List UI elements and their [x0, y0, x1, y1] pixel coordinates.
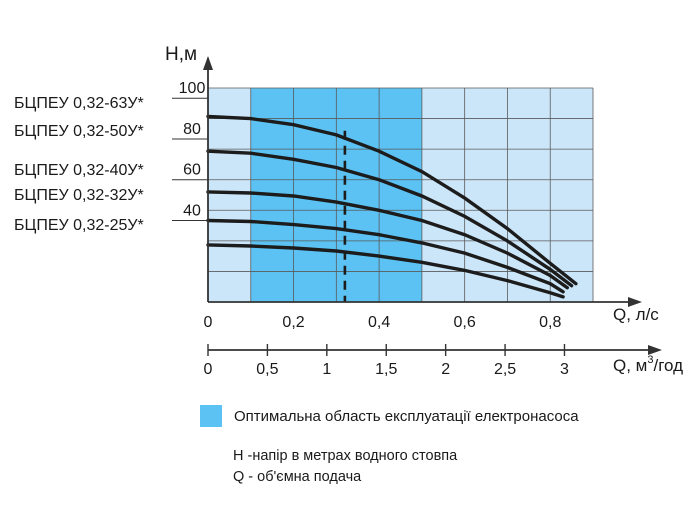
x-axis-arrow — [628, 297, 642, 307]
y-tick-label: 80 — [183, 121, 201, 138]
x2-tick-label: 2,5 — [494, 361, 516, 378]
legend: Оптимальна область експлуатації електрон… — [200, 404, 680, 488]
y-tick-label: 100 — [179, 80, 206, 97]
note-h: Н -напір в метрах водного стовпа — [233, 448, 458, 464]
note-q: Q - об'ємна подача — [233, 469, 362, 485]
x-tick-label: 0,6 — [454, 314, 476, 331]
x-tick-label: 0,4 — [368, 314, 390, 331]
x2-axis-title-main: Q, м — [613, 356, 647, 375]
x2-axis-title: Q, м3/год — [613, 354, 683, 375]
y-tick-label: 40 — [183, 202, 201, 219]
legend-optimal-label: Оптимальна область експлуатації електрон… — [234, 407, 579, 425]
series-curve-2 — [206, 149, 574, 288]
legend-notes: Н -напір в метрах водного стовпа Q - об'… — [233, 446, 680, 488]
x2-tick-label: 0,5 — [256, 361, 278, 378]
series-curve-1 — [206, 114, 578, 286]
series-label-1: БЦПЕУ 0,32-63У* — [14, 95, 144, 112]
legend-optimal-item: Оптимальна область експлуатації електрон… — [200, 404, 680, 428]
x-tick-label: 0 — [204, 314, 213, 331]
y-tick-label: 60 — [183, 162, 201, 179]
x2-tick-label: 2 — [441, 361, 450, 378]
x2-tick-label: 1,5 — [375, 361, 397, 378]
y-axis-title: Н,м — [165, 44, 197, 65]
series-curve-3 — [206, 190, 569, 290]
series-label-4: БЦПЕУ 0,32-32У* — [14, 187, 144, 204]
x2-tick-label: 3 — [560, 361, 569, 378]
optimal-area-swatch — [200, 405, 222, 427]
y-axis-arrow — [203, 56, 213, 70]
x2-axis-title-tail: /год — [653, 356, 683, 375]
x2-tick-label: 0 — [204, 361, 213, 378]
x2-tick-label: 1 — [322, 361, 331, 378]
x2-axis-arrow — [648, 345, 662, 355]
series-label-3: БЦПЕУ 0,32-40У* — [14, 162, 144, 179]
series-label-5: БЦПЕУ 0,32-25У* — [14, 217, 144, 234]
x-tick-label: 0,8 — [539, 314, 561, 331]
x-axis-title: Q, л/с — [613, 305, 659, 324]
series-curve-4 — [206, 218, 565, 294]
series-curve-5 — [206, 243, 565, 299]
x-tick-label: 0,2 — [282, 314, 304, 331]
series-label-2: БЦПЕУ 0,32-50У* — [14, 123, 144, 140]
x2-axis-title-sup: 3 — [647, 354, 653, 366]
pump-performance-chart: Н,м БЦПЕУ 0,32-63У* БЦПЕУ 0,32-50У* БЦПЕУ … — [14, 44, 683, 378]
